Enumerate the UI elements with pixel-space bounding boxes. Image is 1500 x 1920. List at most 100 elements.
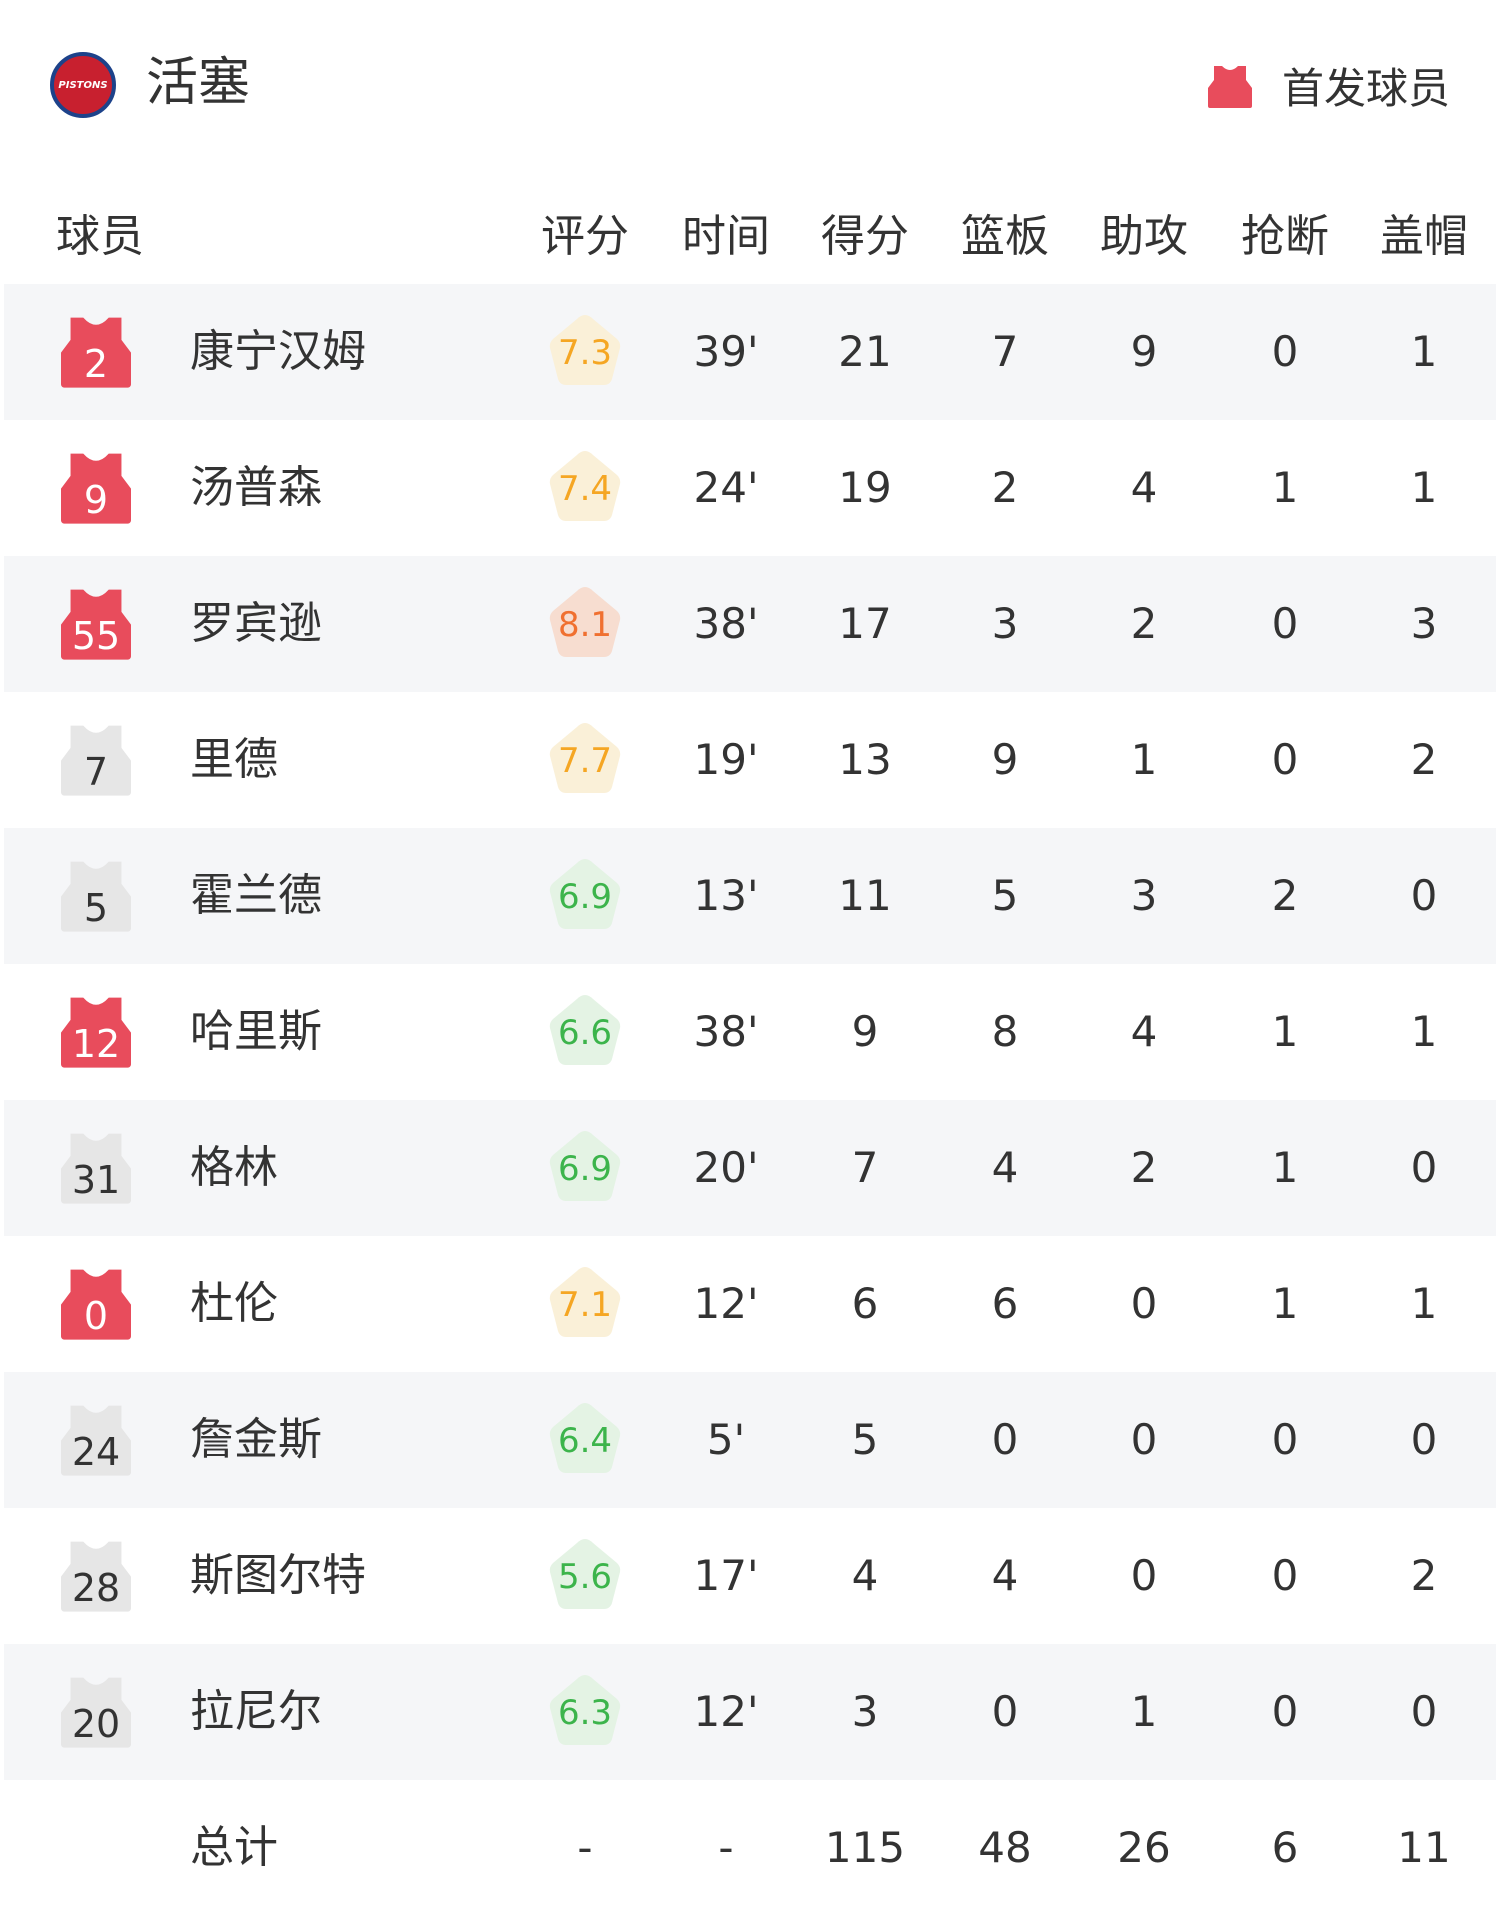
assists-cell: 0 [1130,1551,1158,1600]
player-row[interactable]: 24 詹金斯 6.4 5' 5 0 0 0 0 [4,1372,1496,1508]
column-header-steals[interactable]: 抢断 [1241,211,1329,262]
blocks-cell: 0 [1410,871,1438,920]
points-cell: 6 [851,1279,879,1328]
minutes-cell: 24' [693,463,759,512]
jersey-number-badge: 2 [61,314,131,388]
points-cell: 17 [838,599,892,648]
player-name[interactable]: 康宁汉姆 [190,326,366,377]
player-row[interactable]: 31 格林 6.9 20' 7 4 2 1 0 [4,1100,1496,1236]
column-header-rating[interactable]: 评分 [541,211,629,262]
rating-value: 7.4 [557,469,613,509]
rebounds-cell: 4 [991,1143,1019,1192]
player-table: 2 康宁汉姆 7.3 39' 21 7 9 0 1 9 汤普森 7.4 24' 19 2 4 1 1 55 罗宾逊 8.… [4,284,1496,1916]
jersey-number: 12 [71,1022,121,1066]
column-header-row: 球员 评分 时间 得分 篮板 助攻 抢断 盖帽 [0,180,1500,280]
rating-value: 7.7 [557,741,613,781]
rebounds-cell: 0 [991,1687,1019,1736]
pentagon-icon [549,451,621,521]
points-cell: 11 [838,871,892,920]
player-row[interactable]: 9 汤普森 7.4 24' 19 2 4 1 1 [4,420,1496,556]
jersey-number: 0 [83,1294,109,1338]
minutes-cell: 5' [706,1415,746,1464]
jersey-number-badge: 7 [61,722,131,796]
totals-label: 总计 [190,1822,278,1873]
jersey-number-badge: 28 [61,1538,131,1612]
jersey-number: 9 [83,478,109,522]
rating-value: 7.3 [557,333,613,373]
points-cell: 5 [851,1415,879,1464]
jersey-number-badge: 0 [61,1266,131,1340]
starter-legend: 首发球员 [1207,55,1450,116]
legend-label: 首发球员 [1281,64,1450,113]
jersey-icon [61,1677,131,1748]
steals-cell: 0 [1271,599,1299,648]
column-header-player[interactable]: 球员 [56,211,144,262]
player-row[interactable]: 55 罗宾逊 8.1 38' 17 3 2 0 3 [4,556,1496,692]
player-row[interactable]: 0 杜伦 7.1 12' 6 6 0 1 1 [4,1236,1496,1372]
blocks-cell: 2 [1410,1551,1438,1600]
points-cell: 4 [851,1551,879,1600]
player-row[interactable]: 2 康宁汉姆 7.3 39' 21 7 9 0 1 [4,284,1496,420]
logo-text: PISTONS [58,79,108,91]
pentagon-icon [549,587,621,657]
jersey-icon [61,861,131,932]
player-name[interactable]: 哈里斯 [190,1006,322,1057]
player-name[interactable]: 拉尼尔 [190,1686,322,1737]
pentagon-icon [549,1267,621,1337]
column-header-blocks[interactable]: 盖帽 [1380,211,1468,262]
rating-badge: 7.1 [545,1263,625,1343]
totals-row: 总计 - - 115 48 26 6 11 [4,1780,1496,1916]
column-header-minutes[interactable]: 时间 [682,211,770,262]
player-row[interactable]: 28 斯图尔特 5.6 17' 4 4 0 0 2 [4,1508,1496,1644]
column-header-assists[interactable]: 助攻 [1100,211,1188,262]
points-total-cell: 115 [824,1823,906,1872]
player-name[interactable]: 汤普森 [190,462,322,513]
minutes-cell: 39' [693,327,759,376]
rebounds-cell: 5 [991,871,1019,920]
minutes-cell: 20' [693,1143,759,1192]
rebounds-cell: 9 [991,735,1019,784]
column-header-rebounds[interactable]: 篮板 [961,211,1049,262]
assists-cell: 2 [1130,1143,1158,1192]
blocks-cell: 1 [1410,463,1438,512]
blocks-cell: 1 [1410,1279,1438,1328]
blocks-cell: 1 [1410,1007,1438,1056]
player-row[interactable]: 12 哈里斯 6.6 38' 9 8 4 1 1 [4,964,1496,1100]
assists-cell: 2 [1130,599,1158,648]
pentagon-icon [549,1539,621,1609]
steals-cell: 1 [1271,1143,1299,1192]
player-row[interactable]: 5 霍兰德 6.9 13' 11 5 3 2 0 [4,828,1496,964]
jersey-number: 31 [71,1158,121,1202]
pentagon-icon [549,1675,621,1745]
player-name[interactable]: 詹金斯 [190,1414,322,1465]
team-header: PISTONS 活塞 首发球员 [0,0,1500,170]
player-name[interactable]: 格林 [190,1142,278,1193]
player-row[interactable]: 7 里德 7.7 19' 13 9 1 0 2 [4,692,1496,828]
blocks-cell: 1 [1410,327,1438,376]
rating-badge: 7.4 [545,447,625,527]
rating-value: 5.6 [557,1557,613,1597]
blocks-cell: 0 [1410,1415,1438,1464]
rating-value: 6.9 [557,877,613,917]
jersey-icon [1207,65,1252,108]
jersey-icon [61,1269,131,1340]
assists-total-cell: 26 [1117,1823,1171,1872]
player-name[interactable]: 斯图尔特 [190,1550,366,1601]
player-name[interactable]: 里德 [190,734,278,785]
minutes-cell: 13' [693,871,759,920]
rebounds-cell: 2 [991,463,1019,512]
team-name: 活塞 [146,53,251,113]
player-row[interactable]: 20 拉尼尔 6.3 12' 3 0 1 0 0 [4,1644,1496,1780]
jersey-icon [61,589,131,660]
player-name[interactable]: 杜伦 [190,1278,278,1329]
jersey-number: 20 [71,1702,121,1746]
steals-cell: 1 [1271,1007,1299,1056]
player-name[interactable]: 罗宾逊 [190,598,322,649]
minutes-cell: 12' [693,1279,759,1328]
blocks-cell: 0 [1410,1143,1438,1192]
rating-value: 6.6 [557,1013,613,1053]
player-name[interactable]: 霍兰德 [190,870,322,921]
column-header-points[interactable]: 得分 [821,211,909,262]
jersey-icon [61,453,131,524]
steals-cell: 1 [1271,463,1299,512]
